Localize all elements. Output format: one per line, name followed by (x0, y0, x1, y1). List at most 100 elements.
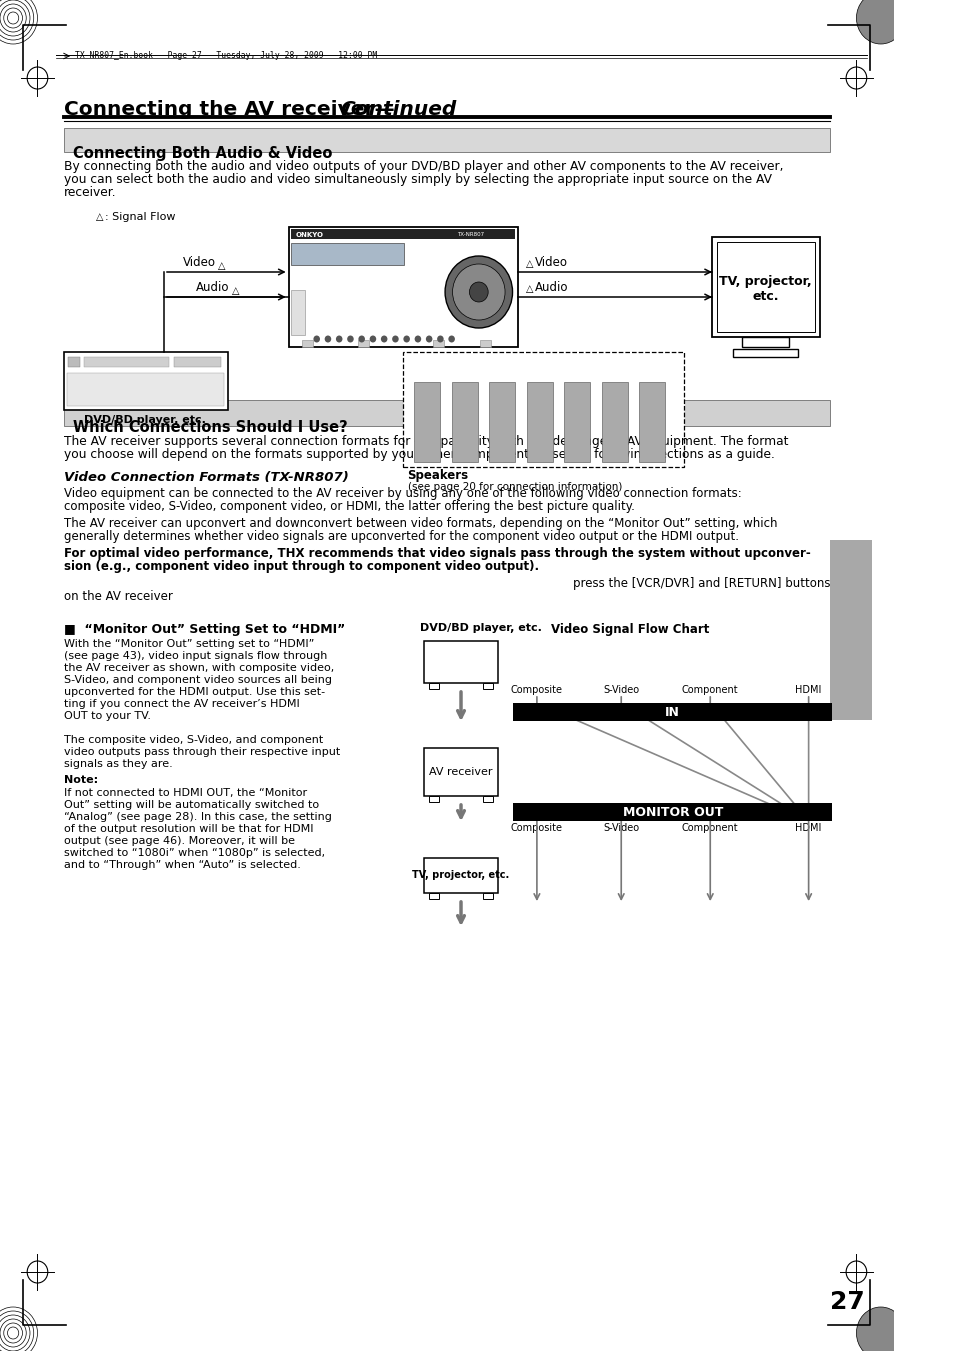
Bar (513, 802, 831, 821)
Bar (414, 382, 440, 462)
Text: switched to “1080i” when “1080p” is selected,: switched to “1080i” when “1080p” is sele… (64, 848, 325, 858)
Circle shape (369, 335, 375, 343)
Text: S-Video, and component video sources all being: S-Video, and component video sources all… (64, 676, 332, 685)
Text: Composite: Composite (511, 685, 562, 694)
Text: Video: Video (535, 255, 567, 269)
Text: △: △ (233, 286, 239, 296)
Bar (711, 236, 819, 336)
Text: : Signal Flow: : Signal Flow (105, 212, 175, 222)
Text: S-Video: S-Video (602, 685, 639, 694)
Text: output (see page 46). Moreover, it will be: output (see page 46). Moreover, it will … (64, 836, 294, 846)
Text: you can select both the audio and video simultaneously simply by selecting the a: you can select both the audio and video … (64, 173, 771, 186)
Text: you choose will depend on the formats supported by your other components. Use th: you choose will depend on the formats su… (64, 449, 774, 461)
Circle shape (324, 335, 331, 343)
Text: composite video, S-Video, component video, or HDMI, the latter offering the best: composite video, S-Video, component vide… (64, 500, 634, 513)
Bar (174, 357, 221, 367)
Text: DVD/BD player, etc.: DVD/BD player, etc. (84, 415, 206, 426)
Text: AV receiver: AV receiver (429, 767, 493, 777)
Text: sion (e.g., component video input through to component video output).: sion (e.g., component video input throug… (64, 561, 538, 573)
Text: △: △ (525, 259, 533, 269)
Bar (291, 290, 305, 335)
Circle shape (380, 335, 387, 343)
Text: For optimal video performance, THX recommends that video signals pass through th: For optimal video performance, THX recom… (64, 547, 810, 561)
Bar (429, 796, 438, 802)
Circle shape (445, 255, 512, 328)
Text: (see page 20 for connection information): (see page 20 for connection information) (407, 482, 621, 492)
Text: signals as they are.: signals as they are. (64, 759, 172, 769)
Text: The AV receiver can upconvert and downconvert between video formats, depending o: The AV receiver can upconvert and downco… (64, 517, 777, 530)
Bar (64, 353, 228, 409)
Text: Audio: Audio (196, 281, 230, 295)
Text: TX-NR807: TX-NR807 (456, 232, 484, 238)
Text: TV, projector,: TV, projector, (719, 276, 811, 289)
Bar (483, 684, 493, 689)
Text: upconverted for the HDMI output. Use this set-: upconverted for the HDMI output. Use thi… (64, 688, 325, 697)
Circle shape (452, 263, 504, 320)
Circle shape (415, 335, 420, 343)
Text: Out” setting will be automatically switched to: Out” setting will be automatically switc… (64, 800, 318, 811)
Circle shape (856, 0, 904, 45)
Circle shape (335, 335, 342, 343)
Text: generally determines whether video signals are upconverted for the component vid: generally determines whether video signa… (64, 530, 738, 543)
Bar (433, 340, 444, 347)
Bar (429, 893, 438, 898)
Text: △: △ (218, 261, 226, 272)
Text: of the output resolution will be that for HDMI: of the output resolution will be that fo… (64, 824, 313, 834)
Text: the AV receiver as shown, with composite video,: the AV receiver as shown, with composite… (64, 663, 334, 673)
Circle shape (425, 335, 432, 343)
Text: Video Connection Formats (TX-NR807): Video Connection Formats (TX-NR807) (64, 471, 348, 484)
Text: MONITOR OUT: MONITOR OUT (622, 805, 722, 819)
Bar (424, 858, 497, 893)
Bar (829, 540, 871, 720)
Text: etc.: etc. (752, 290, 778, 304)
Circle shape (314, 335, 319, 343)
Bar (639, 382, 664, 462)
Circle shape (358, 335, 365, 343)
Bar (601, 382, 627, 462)
Circle shape (436, 335, 443, 343)
Text: “Analog” (see page 28). In this case, the setting: “Analog” (see page 28). In this case, th… (64, 812, 332, 821)
Text: OUT to your TV.: OUT to your TV. (64, 711, 151, 721)
Bar (69, 357, 79, 367)
Text: Composite: Composite (511, 823, 562, 834)
Text: Connecting the AV receiver—: Connecting the AV receiver— (64, 100, 394, 119)
Circle shape (856, 1306, 904, 1351)
Text: Component: Component (681, 685, 738, 694)
Circle shape (347, 335, 354, 343)
Bar (291, 243, 403, 265)
Text: With the “Monitor Out” setting set to “HDMI”: With the “Monitor Out” setting set to “H… (64, 639, 314, 648)
Text: Note:: Note: (64, 775, 98, 785)
Bar (301, 340, 313, 347)
Bar (291, 230, 515, 239)
Bar (732, 349, 798, 357)
Text: Video: Video (182, 255, 215, 269)
Text: Audio: Audio (535, 281, 568, 295)
Circle shape (403, 335, 410, 343)
Bar (84, 357, 169, 367)
Text: HDMI: HDMI (795, 823, 821, 834)
Bar (402, 353, 683, 467)
Text: Connecting Both Audio & Video: Connecting Both Audio & Video (73, 146, 332, 161)
Text: TV, projector, etc.: TV, projector, etc. (412, 870, 509, 880)
Bar (526, 382, 552, 462)
Text: △: △ (525, 284, 533, 295)
Circle shape (448, 335, 455, 343)
Bar (289, 227, 517, 347)
Text: 27: 27 (829, 1290, 864, 1315)
Text: press the [VCR/DVR] and [RETURN] buttons: press the [VCR/DVR] and [RETURN] buttons (572, 577, 829, 590)
Text: receiver.: receiver. (64, 186, 116, 199)
Bar (429, 684, 438, 689)
Text: By connecting both the audio and video outputs of your DVD/BD player and other A: By connecting both the audio and video o… (64, 159, 782, 173)
Bar (64, 128, 829, 153)
Bar (479, 340, 491, 347)
Bar (357, 340, 369, 347)
Bar (68, 373, 224, 407)
Text: DVD/BD player, etc.: DVD/BD player, etc. (419, 623, 541, 634)
Text: HDMI: HDMI (795, 685, 821, 694)
Bar (483, 893, 493, 898)
Text: IN: IN (664, 705, 679, 719)
Text: Continued: Continued (340, 100, 456, 119)
Text: Speakers: Speakers (407, 469, 468, 482)
Text: and to “Through” when “Auto” is selected.: and to “Through” when “Auto” is selected… (64, 861, 300, 870)
Text: on the AV receiver: on the AV receiver (64, 590, 172, 603)
